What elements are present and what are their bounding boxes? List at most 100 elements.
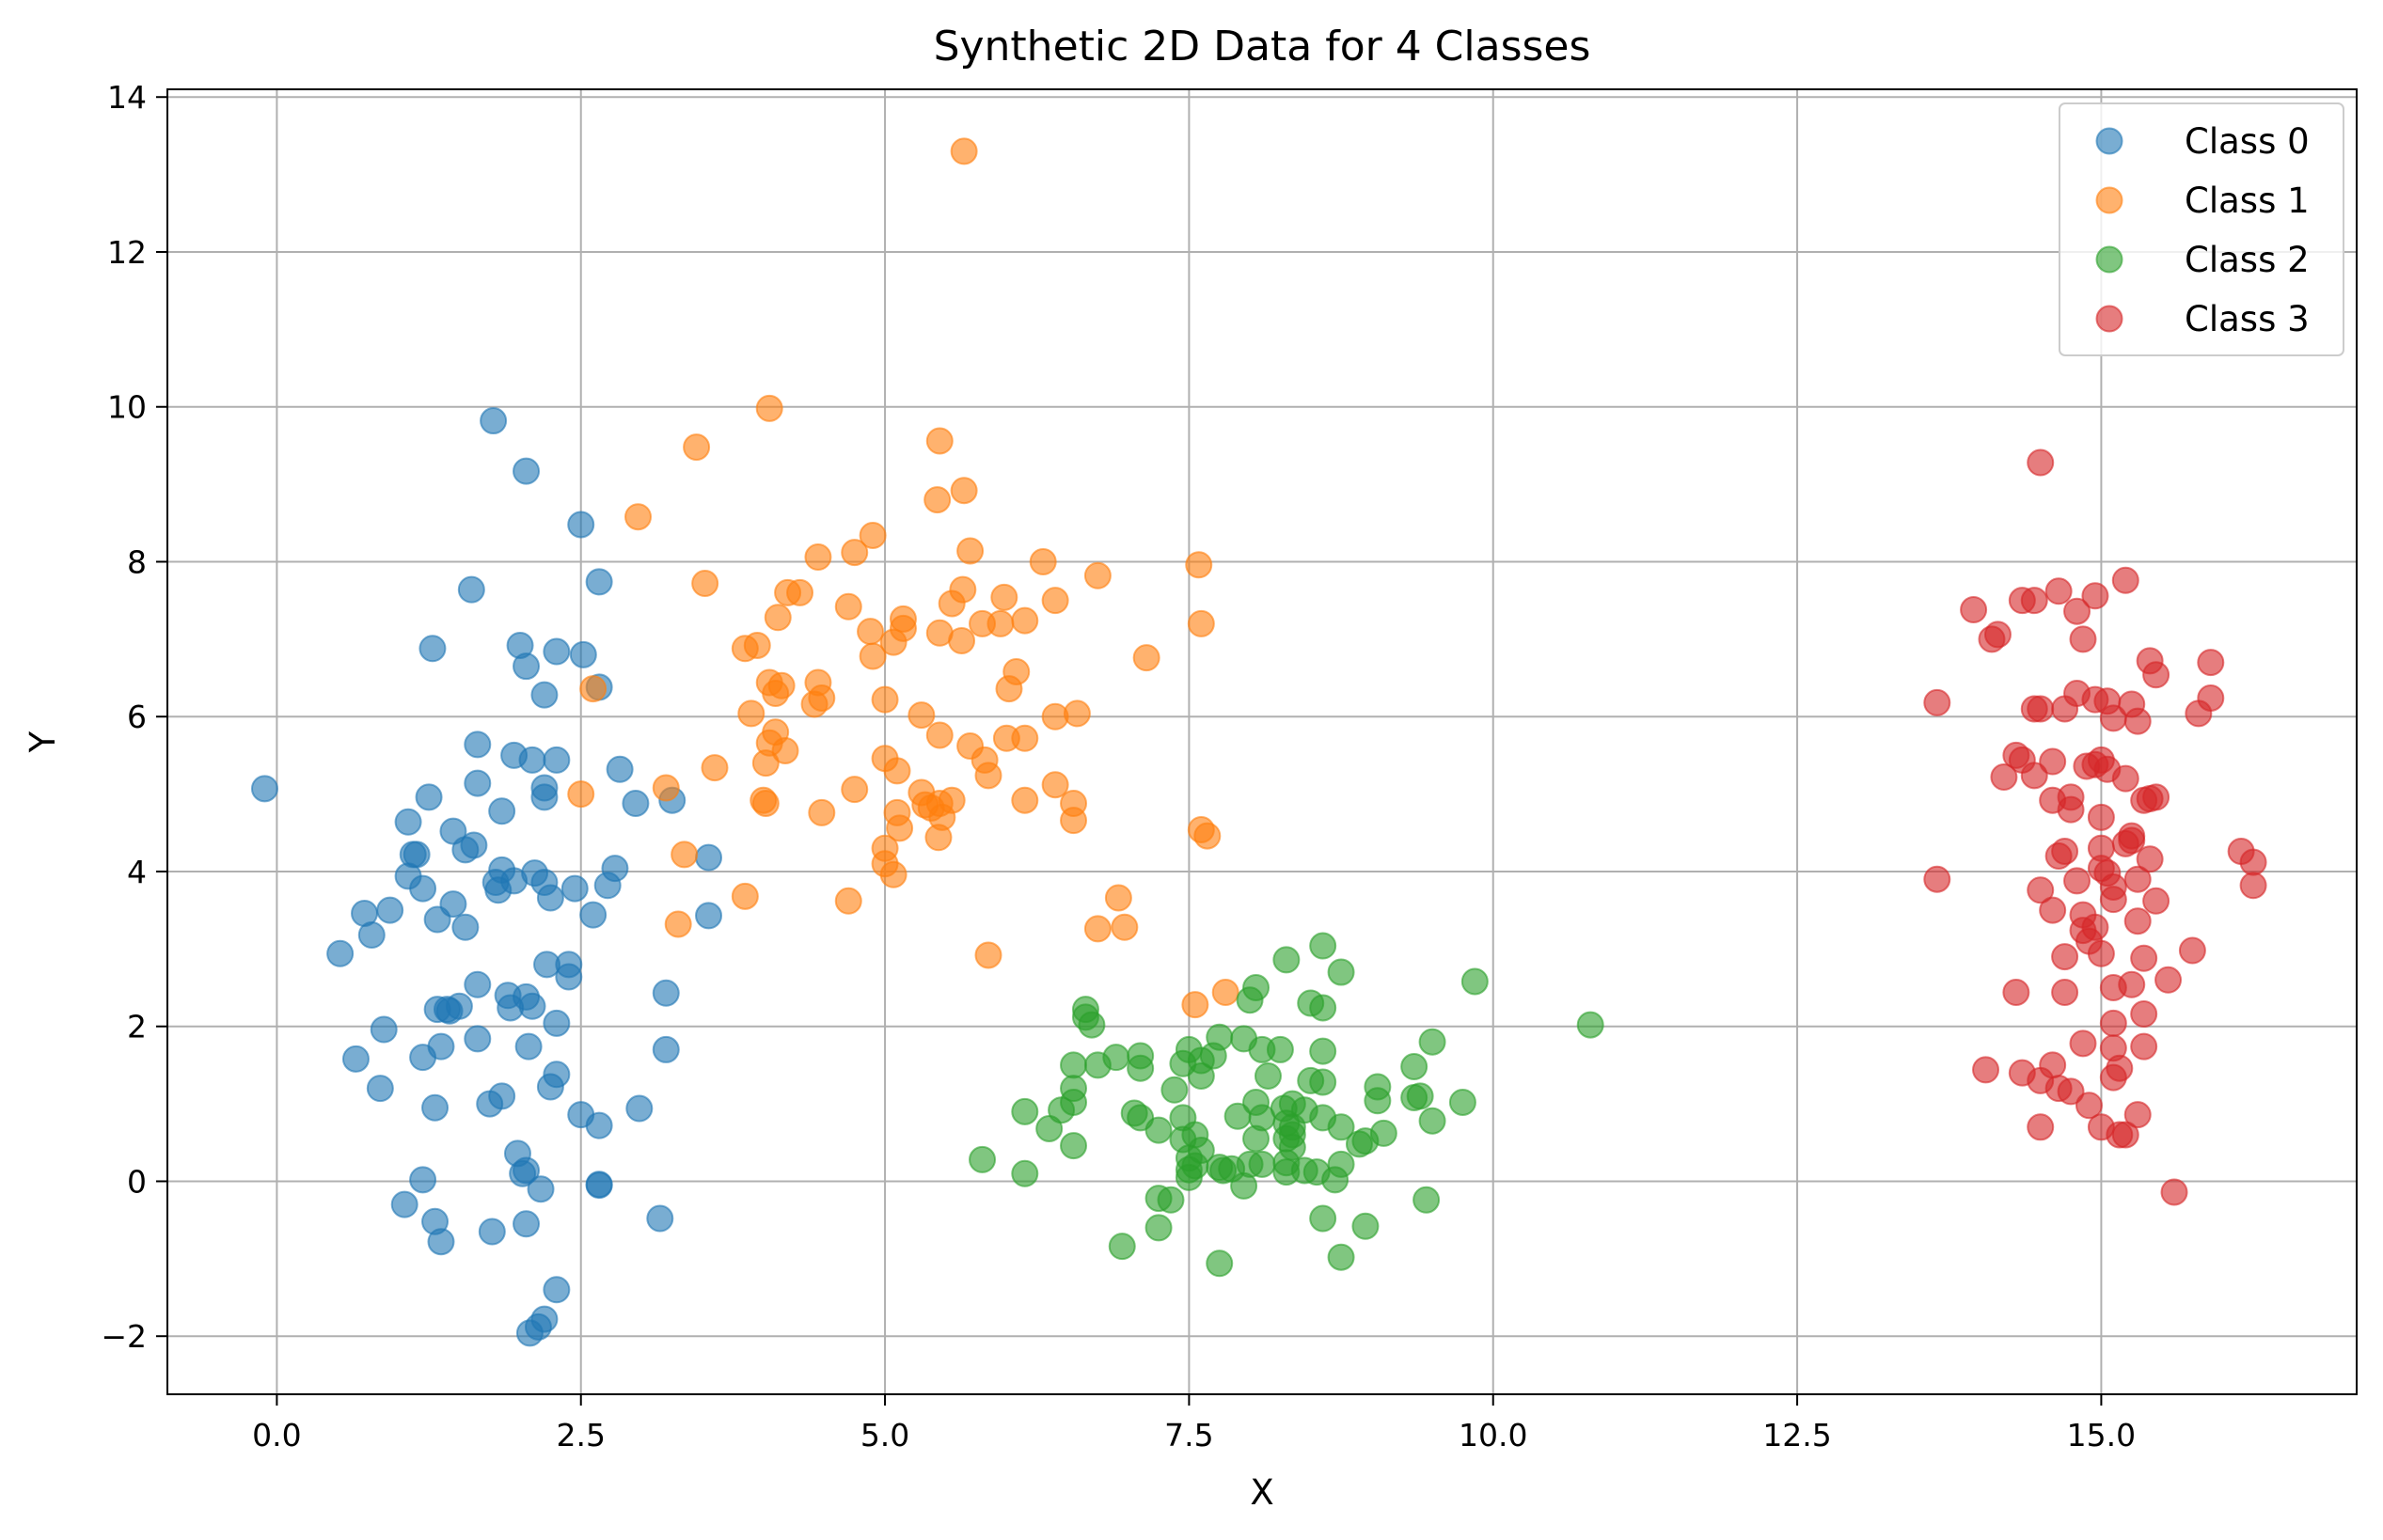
data-point [1412, 1186, 1441, 1214]
data-point [1266, 1035, 1294, 1063]
data-point [2051, 943, 2079, 971]
data-point [2142, 661, 2170, 689]
data-point [543, 1009, 571, 1037]
data-point [464, 769, 492, 797]
legend-label: Class 0 [2185, 121, 2310, 162]
data-point [1302, 1158, 1331, 1186]
data-point [1309, 1037, 1337, 1065]
data-point [530, 783, 559, 811]
data-point [1242, 1124, 1270, 1153]
data-point [883, 757, 911, 785]
data-point [671, 841, 699, 869]
data-point [464, 970, 492, 998]
data-point [948, 627, 976, 655]
data-point [652, 979, 680, 1007]
data-point [871, 685, 899, 714]
data-point [409, 1044, 437, 1072]
data-point [990, 583, 1018, 611]
data-point [1083, 915, 1112, 943]
data-point [2099, 704, 2127, 732]
data-point [1011, 1097, 1039, 1125]
data-point [1083, 1051, 1112, 1079]
data-point [390, 1190, 418, 1218]
data-point [1230, 1171, 1258, 1200]
legend-label: Class 1 [2185, 181, 2310, 221]
data-point [569, 640, 597, 668]
data-point [664, 910, 692, 938]
data-point [1108, 1233, 1136, 1261]
data-point [950, 477, 978, 505]
data-point [691, 570, 719, 598]
data-point [800, 690, 829, 718]
x-tick-label: 10.0 [1459, 1417, 1527, 1454]
data-point [755, 394, 783, 422]
data-point [2069, 1029, 2097, 1058]
data-point [1418, 1107, 1446, 1135]
data-point [925, 721, 954, 749]
data-point [451, 836, 480, 864]
data-point [974, 941, 1002, 969]
data-point [2069, 625, 2097, 653]
data-point [1011, 786, 1039, 814]
y-tick-label: −2 [101, 1318, 147, 1355]
data-point [652, 1035, 680, 1063]
data-point [418, 635, 447, 663]
data-point [2087, 939, 2115, 967]
y-tick-label: 2 [127, 1009, 147, 1045]
data-point [514, 1032, 543, 1061]
data-point [464, 731, 492, 759]
data-point [1236, 986, 1264, 1014]
data-point [938, 589, 966, 618]
data-point [421, 1093, 450, 1122]
data-point [731, 882, 759, 910]
y-axis: −2 0 2 4 6 8 10 12 14 [101, 79, 167, 1355]
chart-title: Synthetic 2D Data for 4 Classes [934, 23, 1591, 71]
legend: Class 0 Class 1 Class 2 Class 3 [2059, 102, 2344, 356]
data-point [786, 578, 814, 606]
data-point [2130, 1000, 2158, 1029]
legend-item: Class 2 [2095, 240, 2310, 280]
data-point [1193, 822, 1222, 850]
data-point [1211, 978, 1239, 1006]
data-point [509, 1159, 537, 1187]
data-point [341, 1045, 370, 1073]
data-point [409, 1166, 437, 1194]
data-point [543, 1276, 571, 1304]
x-tick-label: 7.5 [1164, 1417, 1213, 1454]
data-point [764, 604, 792, 632]
data-point [974, 762, 1002, 790]
data-point [886, 814, 914, 842]
data-point [543, 637, 571, 666]
plot-frame [166, 88, 2358, 1395]
series-class-1 [567, 137, 1239, 1019]
series-class-2 [969, 932, 1604, 1278]
data-point [1185, 551, 1213, 579]
data-point [950, 137, 978, 165]
data-point [326, 939, 355, 967]
y-tick-label: 12 [107, 234, 147, 271]
data-point [585, 1171, 613, 1199]
data-point [2020, 762, 2048, 790]
data-point [2111, 1121, 2139, 1149]
data-point [567, 780, 595, 809]
data-point [497, 994, 525, 1022]
data-point [1351, 1212, 1380, 1240]
data-point [1254, 1061, 1282, 1090]
data-point [646, 1204, 674, 1233]
data-point [2039, 747, 2067, 776]
data-point [478, 1218, 506, 1246]
data-point [2051, 978, 2079, 1006]
data-point [357, 921, 386, 950]
legend-marker [2095, 305, 2123, 333]
data-point [2154, 966, 2183, 994]
data-point [2136, 845, 2164, 873]
y-tick-label: 10 [107, 389, 147, 426]
legend-box [2059, 102, 2344, 356]
y-axis-label: Y [23, 731, 63, 753]
data-point [2111, 764, 2139, 793]
data-point [624, 503, 653, 531]
data-point [2044, 577, 2073, 605]
data-point [992, 724, 1020, 752]
data-point [513, 1210, 541, 1238]
